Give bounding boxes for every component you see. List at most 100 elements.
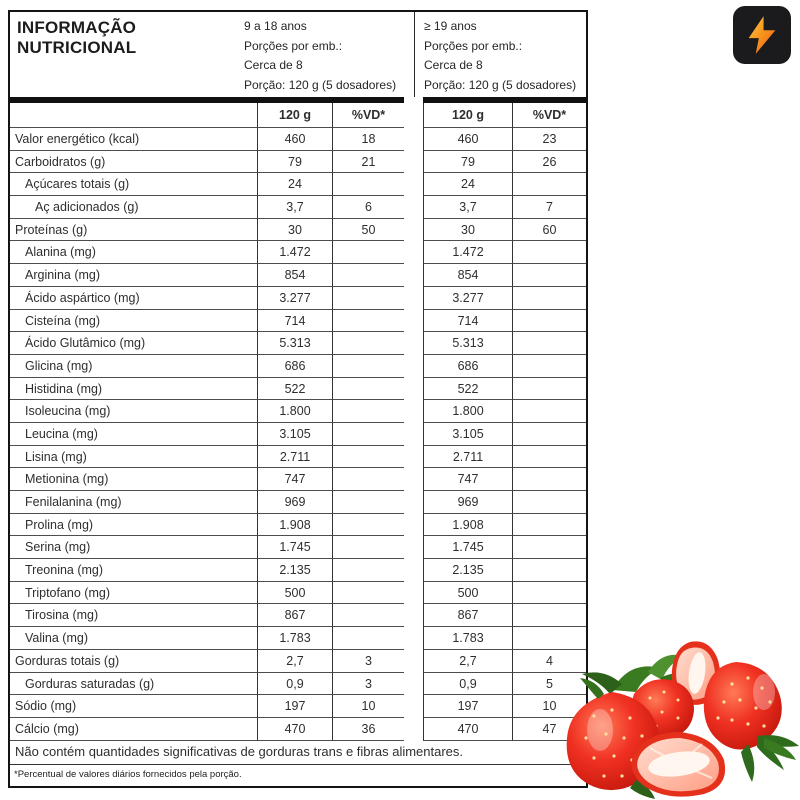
group2-amount-value: 470 [423,717,512,741]
group2-amount-value: 460 [423,128,512,151]
group1-amount-value: 24 [257,173,332,197]
group2-dv-value: 60 [512,218,586,242]
portions-value: Cerca de 8 [424,58,483,72]
column-gap [404,219,423,242]
group2-amount-value: 500 [423,581,512,605]
group1-dv-value [332,513,404,537]
group2-dv-value [512,241,586,265]
nutrient-label: Lisina (mg) [10,446,257,469]
group2-dv-value: 4 [512,649,586,673]
daily-values-footnote: *Percentual de valores diários fornecido… [14,769,242,780]
group2-amount-value: 79 [423,150,512,174]
group1-dv-value [332,445,404,469]
group1-dv-value [332,173,404,197]
group2-dv-value [512,422,586,446]
column-gap [404,514,423,537]
group1-dv-value [332,536,404,560]
column-gap [404,264,423,287]
panel-title: INFORMAÇÃO NUTRICIONAL [17,18,136,58]
group1-amount-value: 1.908 [257,513,332,537]
nutrient-label: Tirosina (mg) [10,604,257,628]
table-row: Valor energético (kcal) 460 18 460 23 [10,128,586,151]
table-row: Glicina (mg) 686 686 [10,354,586,378]
group1-amount-value: 460 [257,128,332,151]
nutrient-label: Cisteína (mg) [10,310,257,333]
group2-amount-value: 3.105 [423,422,512,446]
strawberry-sepals [741,735,799,782]
table-row: Triptofano (mg) 500 500 [10,581,586,605]
group1-dv-value: 3 [332,672,404,696]
nutrient-label: Gorduras totais (g) [10,650,257,673]
table-row: Cálcio (mg) 470 36 470 47 [10,717,586,741]
nutrient-label: Valina (mg) [10,627,257,650]
table-row: Ácido Glutâmico (mg) 5.313 5.313 [10,332,586,355]
group1-amount-value: 470 [257,717,332,741]
group1-amount-value: 500 [257,581,332,605]
column-header-amount-g1: 120 g [257,103,332,128]
table-row: Metionina (mg) 747 747 [10,468,586,491]
group1-dv-value [332,604,404,628]
group1-amount-value: 1.745 [257,536,332,560]
nutrient-label: Isoleucina (mg) [10,400,257,423]
nutrient-label: Carboidratos (g) [10,151,257,174]
group2-amount-value: 5.313 [423,332,512,355]
group2-dv-value [512,604,586,628]
nutrient-label: Sódio (mg) [10,695,257,718]
group1-amount-value: 30 [257,218,332,242]
group1-dv-value [332,627,404,650]
group2-amount-value: 197 [423,695,512,718]
group2-dv-value [512,354,586,378]
group1-amount-value: 3.277 [257,286,332,310]
nutrient-label: Valor energético (kcal) [10,128,257,151]
nutrient-label: Fenilalanina (mg) [10,491,257,514]
group2-dv-value [512,468,586,491]
nutrient-label: Alanina (mg) [10,241,257,265]
column-header-row: 120 g %VD* 120 g %VD* [10,103,586,128]
column-gap [404,423,423,446]
group2-amount-value: 714 [423,309,512,333]
group1-dv-value: 21 [332,150,404,174]
column-gap [404,400,423,423]
group2-dv-value: 7 [512,196,586,219]
group1-amount-value: 969 [257,491,332,514]
group2-dv-value [512,491,586,514]
column-gap [404,128,423,151]
group2-dv-value [512,536,586,560]
group1-dv-value [332,241,404,265]
table-row: Leucina (mg) 3.105 3.105 [10,422,586,446]
table-row: Proteínas (g) 30 50 30 60 [10,218,586,242]
column-gap [404,103,423,128]
group1-dv-value: 36 [332,717,404,741]
group2-amount-value: 2.135 [423,559,512,582]
nutrient-label: Cálcio (mg) [10,718,257,741]
column-gap [404,287,423,310]
column-gap [404,196,423,219]
column-header-empty [10,103,257,128]
group2-amount-value: 2.711 [423,445,512,469]
nutrient-label: Proteínas (g) [10,219,257,242]
group1-amount-value: 197 [257,695,332,718]
table-row: Arginina (mg) 854 854 [10,264,586,287]
nutrient-label: Ácido aspártico (mg) [10,287,257,310]
nutrient-label: Serina (mg) [10,536,257,560]
column-gap [404,332,423,355]
age-group-2-header: ≥ 19 anos Porções por emb.: Cerca de 8 P… [424,17,576,95]
column-gap [404,536,423,559]
age-range: ≥ 19 anos [424,19,477,33]
group2-amount-value: 867 [423,604,512,628]
column-gap [404,468,423,491]
group1-amount-value: 2,7 [257,649,332,673]
group2-amount-value: 854 [423,264,512,287]
table-row: Sódio (mg) 197 10 197 10 [10,695,586,718]
group1-dv-value: 50 [332,218,404,242]
group1-dv-value [332,354,404,378]
group2-amount-value: 747 [423,468,512,491]
column-header-dv-g1: %VD* [332,103,404,128]
group1-dv-value [332,400,404,423]
group1-dv-value [332,422,404,446]
group2-dv-value [512,581,586,605]
thick-rule-group2 [423,97,586,103]
group2-dv-value [512,559,586,582]
group2-amount-value: 686 [423,354,512,378]
group2-dv-value [512,286,586,310]
